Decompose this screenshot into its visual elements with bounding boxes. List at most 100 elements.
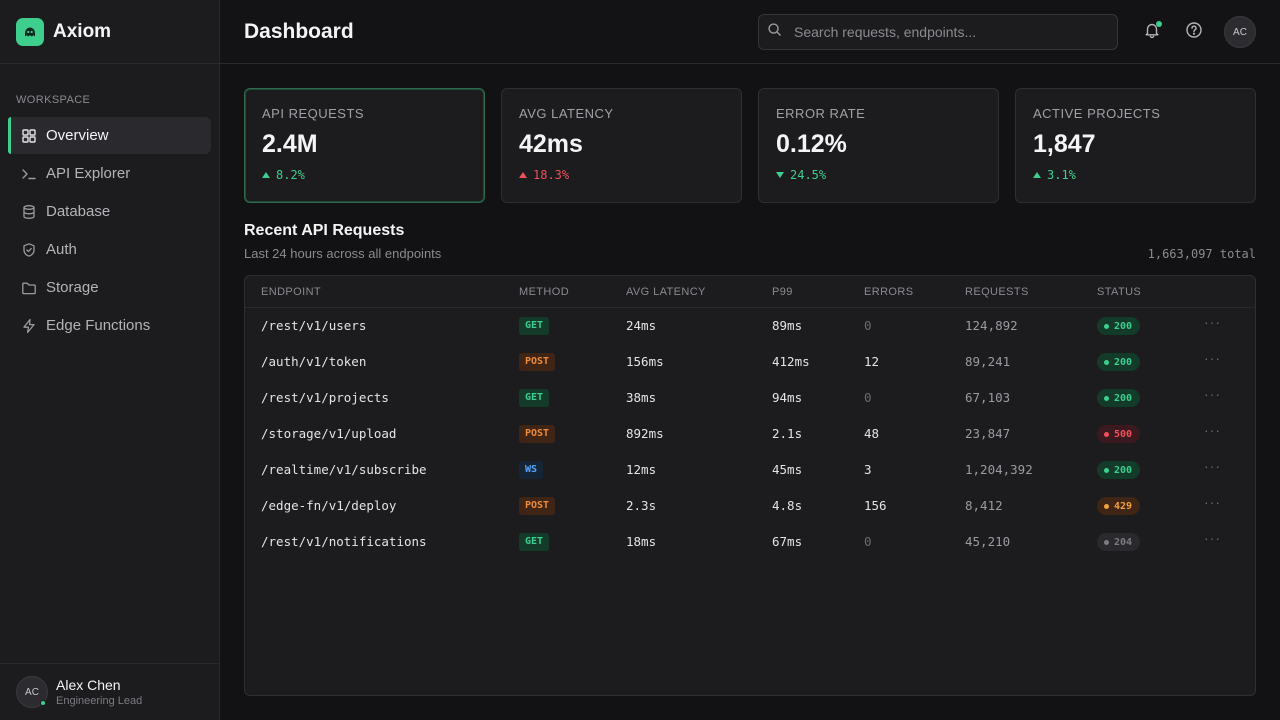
column-header-method[interactable]: METHOD — [519, 286, 570, 298]
help-button[interactable] — [1184, 21, 1204, 44]
row-more-button[interactable]: ··· — [1204, 530, 1221, 546]
status-dot — [1104, 539, 1109, 545]
search-icon — [767, 22, 782, 42]
status-code: 500 — [1114, 428, 1133, 440]
avatar[interactable]: AC — [1224, 16, 1256, 48]
status-code: 200 — [1114, 356, 1133, 368]
status-badge: 200 — [1097, 317, 1141, 335]
stat-delta: 8.2% — [262, 168, 467, 182]
stat-delta: 18.3% — [519, 168, 724, 182]
p99-cell: 4.8s — [772, 498, 803, 513]
column-header-errors[interactable]: ERRORS — [864, 286, 914, 298]
stat-value: 1,847 — [1033, 130, 1096, 158]
row-more-button[interactable]: ··· — [1204, 386, 1221, 402]
requests-total: 1,663,097 total — [1147, 247, 1256, 261]
table-row[interactable]: /rest/v1/notifications GET 18ms 67ms 0 4… — [245, 524, 1255, 560]
sidebar-item-label: Edge Functions — [46, 317, 151, 334]
section-subtitle: Last 24 hours across all endpoints — [244, 246, 442, 261]
p99-cell: 45ms — [772, 462, 803, 477]
errors-cell: 156 — [864, 498, 887, 513]
table-row[interactable]: /auth/v1/token POST 156ms 412ms 12 89,24… — [245, 344, 1255, 380]
method-badge: POST — [519, 497, 556, 515]
user-name: Alex Chen — [56, 677, 121, 693]
endpoint-cell[interactable]: /realtime/v1/subscribe — [261, 462, 427, 477]
status-badge: 200 — [1097, 353, 1141, 371]
column-header-status[interactable]: STATUS — [1097, 286, 1142, 298]
column-header-requests[interactable]: REQUESTS — [965, 286, 1029, 298]
user-profile[interactable]: AC Alex Chen Engineering Lead — [0, 663, 219, 720]
method-badge: POST — [519, 425, 556, 443]
status-badge: 200 — [1097, 389, 1141, 407]
help-icon — [1185, 21, 1203, 44]
sidebar-item-overview[interactable]: Overview — [8, 117, 211, 154]
stat-label: ERROR RATE — [776, 106, 866, 121]
row-more-button[interactable]: ··· — [1204, 458, 1221, 474]
status-badge: 200 — [1097, 461, 1141, 479]
stat-card-api-requests[interactable]: API REQUESTS 2.4M 8.2% — [244, 88, 485, 203]
avg-latency-cell: 156ms — [626, 354, 664, 369]
table-row[interactable]: /realtime/v1/subscribe WS 12ms 45ms 3 1,… — [245, 452, 1255, 488]
trend-up-icon — [1033, 172, 1041, 178]
endpoint-cell[interactable]: /edge-fn/v1/deploy — [261, 498, 397, 513]
column-header-endpoint[interactable]: ENDPOINT — [261, 286, 322, 298]
sidebar-item-database[interactable]: Database — [8, 193, 211, 230]
table-row[interactable]: /storage/v1/upload POST 892ms 2.1s 48 23… — [245, 416, 1255, 452]
errors-cell: 0 — [864, 534, 872, 549]
table-row[interactable]: /rest/v1/projects GET 38ms 94ms 0 67,103… — [245, 380, 1255, 416]
stat-delta-value: 24.5% — [790, 168, 827, 182]
online-status-dot — [40, 700, 46, 706]
avg-latency-cell: 12ms — [626, 462, 657, 477]
errors-cell: 48 — [864, 426, 880, 441]
endpoint-cell[interactable]: /auth/v1/token — [261, 354, 367, 369]
app-name: Axiom — [53, 20, 112, 42]
sidebar-item-storage[interactable]: Storage — [8, 269, 211, 306]
sidebar-item-api-explorer[interactable]: API Explorer — [8, 155, 211, 192]
row-more-button[interactable]: ··· — [1204, 494, 1221, 510]
row-more-button[interactable]: ··· — [1204, 422, 1221, 438]
row-more-button[interactable]: ··· — [1204, 350, 1221, 366]
requests-table: ENDPOINT METHOD AVG LATENCY P99 ERRORS R… — [244, 275, 1256, 696]
status-code: 429 — [1114, 500, 1133, 512]
endpoint-cell[interactable]: /storage/v1/upload — [261, 426, 397, 441]
p99-cell: 89ms — [772, 318, 803, 333]
errors-cell: 0 — [864, 390, 872, 405]
status-code: 204 — [1114, 536, 1133, 548]
status-dot — [1104, 467, 1109, 473]
stat-delta-value: 8.2% — [276, 168, 305, 182]
sidebar-item-edge-functions[interactable]: Edge Functions — [8, 307, 211, 344]
stat-delta: 3.1% — [1033, 168, 1238, 182]
search-box[interactable] — [758, 14, 1118, 50]
requests-cell: 124,892 — [965, 318, 1018, 333]
table-row[interactable]: /edge-fn/v1/deploy POST 2.3s 4.8s 156 8,… — [245, 488, 1255, 524]
row-more-button[interactable]: ··· — [1204, 314, 1221, 330]
status-dot — [1104, 359, 1109, 365]
endpoint-cell[interactable]: /rest/v1/users — [261, 318, 367, 333]
notifications-button[interactable] — [1142, 21, 1162, 42]
table-row[interactable]: /rest/v1/users GET 24ms 89ms 0 124,892 2… — [245, 308, 1255, 344]
requests-cell: 45,210 — [965, 534, 1011, 549]
column-header-avg-latency[interactable]: AVG LATENCY — [626, 286, 706, 298]
stat-card-error-rate[interactable]: ERROR RATE 0.12% 24.5% — [758, 88, 999, 203]
top-header: Dashboard AC — [220, 0, 1280, 64]
requests-cell: 89,241 — [965, 354, 1011, 369]
database-icon — [20, 203, 38, 221]
endpoint-cell[interactable]: /rest/v1/projects — [261, 390, 389, 405]
sidebar-item-auth[interactable]: Auth — [8, 231, 211, 268]
brand[interactable]: Axiom — [0, 0, 219, 64]
avatar: AC — [16, 676, 48, 708]
axiom-logo-icon — [16, 17, 44, 46]
section-title: Recent API Requests — [244, 222, 405, 239]
p99-cell: 94ms — [772, 390, 803, 405]
p99-cell: 67ms — [772, 534, 803, 549]
p99-cell: 2.1s — [772, 426, 803, 441]
trend-down-icon — [776, 172, 784, 178]
endpoint-cell[interactable]: /rest/v1/notifications — [261, 534, 427, 549]
column-header-p99[interactable]: P99 — [772, 286, 793, 298]
status-badge: 204 — [1097, 533, 1141, 551]
stat-card-active-projects[interactable]: ACTIVE PROJECTS 1,847 3.1% — [1015, 88, 1256, 203]
stat-card-avg-latency[interactable]: AVG LATENCY 42ms 18.3% — [501, 88, 742, 203]
avg-latency-cell: 18ms — [626, 534, 657, 549]
stat-label: API REQUESTS — [262, 106, 365, 121]
stat-label: ACTIVE PROJECTS — [1033, 106, 1161, 121]
search-input[interactable] — [794, 24, 1094, 40]
